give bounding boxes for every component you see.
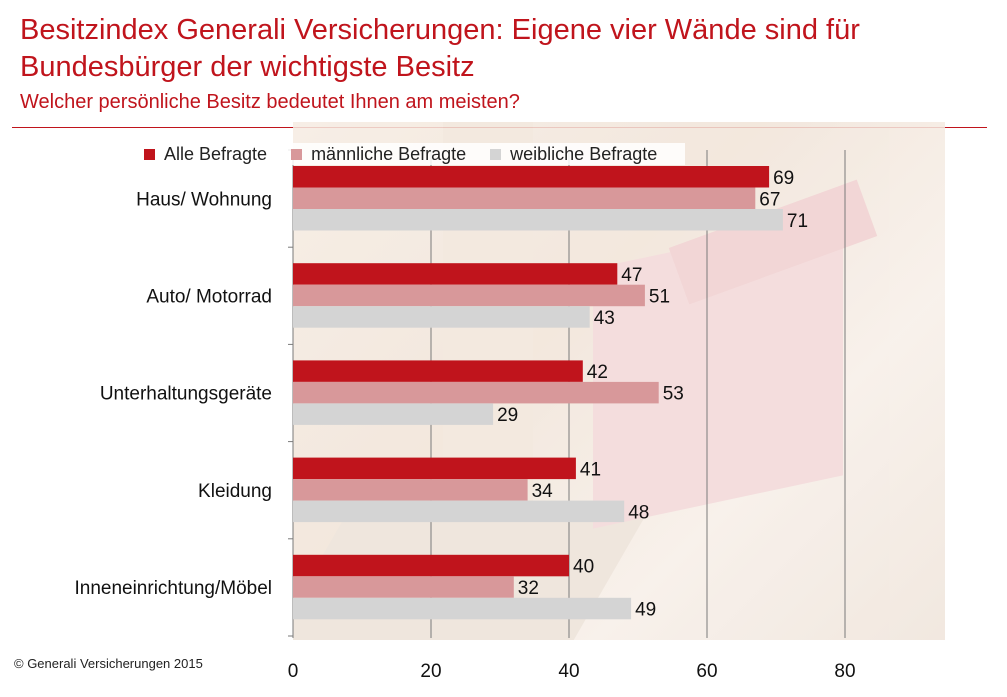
bar (293, 360, 583, 382)
x-tick-label: 20 (420, 661, 441, 682)
legend-label-weiblich: weibliche Befragte (510, 143, 658, 164)
legend-swatch-alle (144, 148, 155, 160)
data-label: 42 (587, 362, 608, 383)
legend-label-alle: Alle Befragte (164, 143, 268, 164)
legend-item-maennlich: männliche Befragte (291, 144, 466, 165)
legend-item-alle: Alle Befragte (144, 144, 267, 165)
bar (293, 554, 569, 577)
bar (293, 284, 645, 307)
category-label: Haus/ Wohnung (136, 189, 272, 210)
data-label: 40 (573, 557, 594, 578)
data-label: 48 (628, 502, 649, 523)
bar (293, 479, 528, 501)
bar (293, 381, 659, 404)
page-subtitle: Welcher persönliche Besitz bedeutet Ihne… (20, 91, 520, 113)
data-label: 69 (773, 168, 794, 189)
legend-label-maennlich: männliche Befragte (311, 143, 467, 164)
bar (293, 500, 625, 523)
data-label: 32 (518, 578, 539, 599)
x-tick-label: 0 (288, 661, 299, 682)
bar (293, 457, 576, 480)
data-label: 67 (759, 189, 780, 210)
x-tick-label: 60 (696, 661, 717, 682)
copyright-footer: © Generali Versicherungen 2015 (14, 656, 203, 671)
bar (293, 187, 756, 209)
bar (293, 306, 590, 328)
bar (293, 597, 632, 620)
data-label: 43 (594, 308, 615, 329)
legend-swatch-weiblich (490, 148, 502, 160)
data-label: 51 (649, 286, 670, 307)
category-label: Auto/ Motorrad (146, 286, 272, 307)
data-label: 41 (580, 459, 601, 480)
x-tick-label: 80 (834, 661, 855, 682)
bar (293, 209, 783, 231)
category-label: Unterhaltungsgeräte (100, 384, 272, 405)
bar (293, 166, 770, 188)
data-label: 29 (497, 405, 518, 426)
category-label: Kleidung (198, 481, 272, 502)
data-label: 71 (787, 211, 808, 232)
bar (293, 403, 494, 425)
bar (293, 576, 514, 598)
chart-legend: Alle Befragte männliche Befragte weiblic… (140, 143, 686, 165)
data-label: 47 (621, 265, 642, 286)
data-label: 34 (532, 481, 554, 502)
category-label: Inneneinrichtung/Möbel (74, 578, 272, 599)
legend-item-weiblich: weibliche Befragte (490, 144, 657, 165)
bar (293, 263, 618, 285)
data-label: 53 (663, 384, 684, 405)
x-tick-label: 40 (558, 661, 579, 682)
data-label: 49 (635, 600, 656, 621)
legend-swatch-maennlich (291, 148, 303, 160)
page-title: Besitzindex Generali Versicherungen: Eig… (20, 14, 860, 83)
